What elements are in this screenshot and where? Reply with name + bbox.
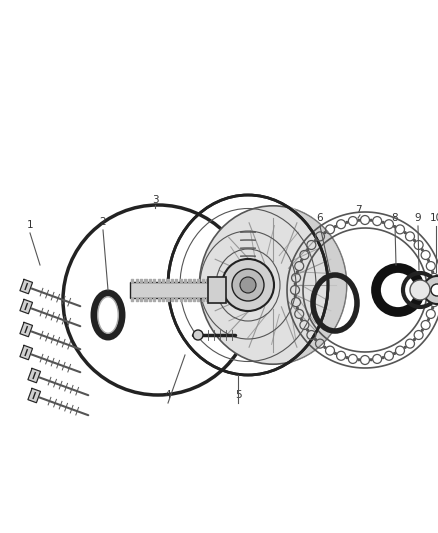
Circle shape [431,306,434,310]
Text: 7: 7 [355,205,361,215]
Circle shape [345,356,349,359]
Circle shape [306,248,309,252]
Circle shape [413,338,416,341]
Circle shape [433,295,436,298]
Circle shape [334,352,337,355]
Circle shape [345,221,349,224]
Bar [208,277,226,303]
Text: 10: 10 [429,213,438,223]
Circle shape [413,239,416,242]
Circle shape [323,231,326,235]
Text: 4: 4 [165,390,171,400]
Circle shape [403,346,407,349]
Circle shape [314,338,317,341]
Circle shape [421,328,424,332]
Text: 5: 5 [235,390,241,400]
Circle shape [323,346,326,349]
Circle shape [393,225,396,228]
Circle shape [193,330,203,340]
Circle shape [357,219,360,222]
Text: 8: 8 [392,213,398,223]
Circle shape [381,356,385,359]
Bar [130,282,218,298]
Polygon shape [273,199,346,370]
Text: 6: 6 [317,213,323,223]
Circle shape [410,280,430,300]
Circle shape [240,277,256,293]
Polygon shape [20,300,32,314]
Circle shape [423,276,438,304]
Circle shape [381,221,385,224]
Circle shape [296,306,299,310]
Text: 1: 1 [27,220,33,230]
Circle shape [370,358,373,361]
Circle shape [370,219,373,222]
Circle shape [427,259,430,262]
Ellipse shape [199,206,346,364]
Polygon shape [28,368,40,383]
Circle shape [431,284,438,296]
Circle shape [222,259,274,311]
Circle shape [293,295,297,298]
Circle shape [357,358,360,361]
Circle shape [300,259,303,262]
Circle shape [293,282,297,286]
Circle shape [306,328,309,332]
Circle shape [314,239,317,242]
Circle shape [433,282,436,286]
Circle shape [296,270,299,273]
Polygon shape [28,389,40,403]
Text: 3: 3 [152,195,158,205]
Circle shape [393,352,396,355]
Circle shape [232,269,264,301]
Polygon shape [20,279,32,294]
Circle shape [300,318,303,321]
Polygon shape [20,345,32,360]
Text: 9: 9 [415,213,421,223]
Circle shape [403,231,407,235]
Circle shape [334,225,337,228]
Circle shape [427,318,430,321]
Text: 2: 2 [100,217,106,227]
Polygon shape [20,322,32,337]
Circle shape [431,270,434,273]
Circle shape [421,248,424,252]
